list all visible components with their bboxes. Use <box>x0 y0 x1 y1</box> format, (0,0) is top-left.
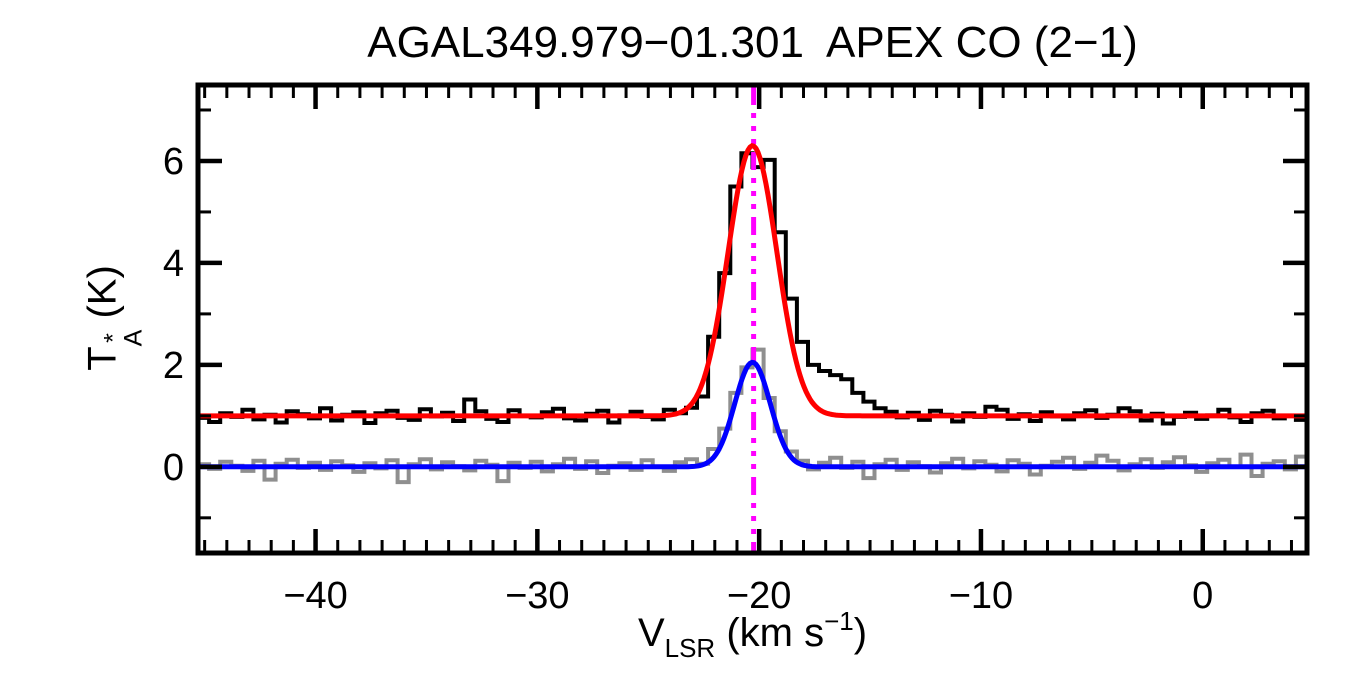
y-tick-label: 4 <box>163 243 184 285</box>
y-label-symbol: T <box>80 346 125 371</box>
series-layer <box>195 87 1309 551</box>
x-label-unit-close: ) <box>853 611 868 655</box>
plot-frame <box>195 82 1310 556</box>
chart-title: AGAL349.979−01.301 APEX CO (2−1) <box>367 18 1138 67</box>
y-label-scripts: * A <box>100 329 148 347</box>
tick-labels-layer: −40 −30 −20 −10 0 0 2 4 6 <box>163 141 1213 617</box>
y-label-subscript: A <box>119 329 147 347</box>
x-tick-label: 0 <box>1192 575 1213 617</box>
axes-layer <box>195 82 1310 556</box>
y-axis-label: T * A (K) <box>80 265 148 371</box>
x-label-unit-open: (km s <box>715 611 825 655</box>
x-label-subscript: LSR <box>664 633 716 663</box>
y-tick-label: 6 <box>163 141 184 183</box>
x-tick-label: −10 <box>949 575 1013 617</box>
x-axis-label: VLSR (km s−1) <box>198 606 1307 664</box>
x-tick-label: −20 <box>727 575 791 617</box>
y-label-unit: (K) <box>80 265 125 330</box>
x-tick-label: −40 <box>283 575 347 617</box>
y-tick-label: 2 <box>163 345 184 387</box>
x-label-exponent: −1 <box>824 606 854 636</box>
gaussian_fit_red-curve <box>195 142 1309 419</box>
x-tick-label: −30 <box>505 575 569 617</box>
x-label-symbol: V <box>637 611 665 655</box>
y-tick-label: 0 <box>163 447 184 489</box>
gaussian_fit_blue-curve <box>195 359 1309 470</box>
